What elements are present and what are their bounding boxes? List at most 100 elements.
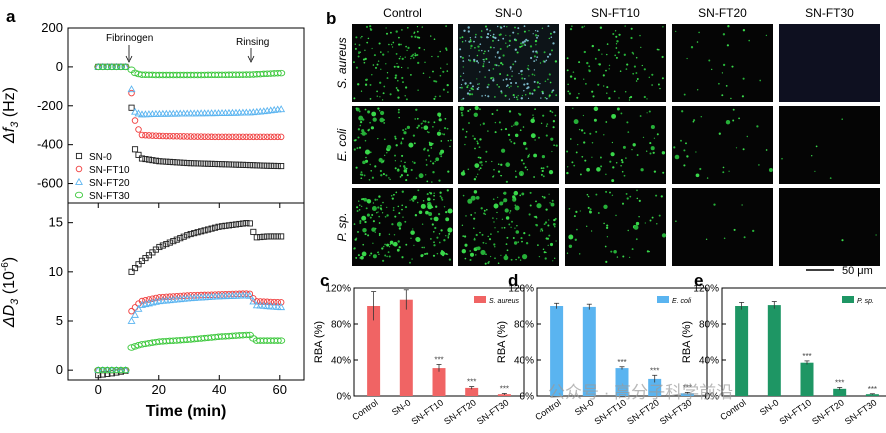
- bacteria-dot: [518, 112, 520, 115]
- bacteria-dot: [533, 176, 535, 178]
- bacteria-dot: [386, 255, 388, 258]
- bacteria-dot: [497, 230, 499, 233]
- bacteria-dot: [520, 97, 523, 100]
- bacteria-dot: [394, 160, 397, 162]
- bacteria-dot: [477, 142, 479, 144]
- bacteria-dot: [382, 245, 385, 248]
- bacteria-dot: [708, 59, 711, 62]
- legend-label: S. aureus: [489, 298, 519, 305]
- bacteria-dot: [617, 51, 620, 54]
- data-point: [250, 228, 257, 235]
- bacteria-dot: [464, 40, 467, 42]
- bacteria-dot: [631, 248, 634, 251]
- bacteria-dot: [675, 220, 677, 223]
- bacteria-dot: [502, 79, 505, 81]
- bacteria-dot: [497, 39, 500, 42]
- bacteria-dot: [503, 226, 506, 229]
- bacteria-dot: [417, 189, 420, 192]
- data-point: [152, 157, 159, 164]
- bacteria-dot: [356, 206, 359, 209]
- bacteria-dot: [533, 89, 536, 92]
- bacteria-dot: [512, 195, 516, 199]
- bacteria-dot: [404, 86, 408, 89]
- bacteria-dot: [392, 194, 395, 196]
- bacteria-dot: [721, 94, 724, 97]
- bacteria-dot: [479, 138, 482, 141]
- bacteria-dot: [536, 203, 542, 209]
- bacteria-dot: [521, 240, 523, 243]
- bacteria-dot: [493, 203, 499, 209]
- bacteria-dot: [742, 77, 745, 80]
- bacteria-dot: [412, 53, 414, 56]
- bacteria-dot: [386, 144, 392, 150]
- bacteria-dot: [636, 78, 639, 80]
- data-point: [215, 223, 222, 230]
- data-point: [131, 107, 139, 115]
- bacteria-dot: [430, 147, 433, 149]
- bacteria-dot: [514, 48, 517, 51]
- bacteria-dot: [475, 176, 477, 178]
- bacteria-dot: [699, 167, 702, 171]
- data-point: [229, 221, 236, 228]
- bacteria-dot: [489, 255, 492, 258]
- data-point: [239, 161, 246, 168]
- bacteria-dot: [410, 57, 412, 60]
- bacteria-dot: [630, 95, 633, 99]
- bacteria-dot: [662, 25, 664, 28]
- bacteria-dot: [523, 232, 526, 235]
- bacteria-dot: [386, 206, 388, 209]
- data-point: [159, 132, 167, 140]
- data-point: [257, 233, 264, 241]
- bacteria-dot: [509, 78, 511, 81]
- data-point: [166, 239, 173, 246]
- bacteria-dot: [475, 254, 477, 256]
- bacteria-dot: [382, 53, 385, 56]
- bacteria-dot: [661, 55, 664, 59]
- tile-background: [458, 106, 559, 184]
- bacteria-dot: [608, 64, 611, 67]
- bacteria-dot: [727, 25, 730, 28]
- bacteria-dot: [398, 36, 400, 39]
- micrograph-tile: [565, 106, 666, 184]
- bacteria-dot: [506, 26, 508, 28]
- bacteria-dot: [388, 233, 391, 236]
- bacteria-dot: [433, 241, 435, 244]
- bacteria-dot: [615, 43, 618, 45]
- bacteria-dot: [649, 142, 652, 145]
- bacteria-dot: [421, 223, 424, 225]
- bar-sn-ft10: [800, 362, 814, 396]
- bacteria-dot: [509, 139, 511, 141]
- bacteria-dot: [527, 39, 529, 42]
- bacteria-dot: [722, 171, 725, 174]
- bacteria-dot: [674, 154, 680, 160]
- bacteria-dot: [500, 61, 503, 65]
- bacteria-dot: [432, 125, 434, 128]
- bacteria-dot: [474, 47, 476, 49]
- bacteria-dot: [748, 39, 750, 42]
- data-point: [156, 132, 163, 140]
- data-point: [152, 294, 160, 302]
- bacteria-dot: [479, 167, 482, 170]
- bar-sn-ft30: [865, 394, 879, 396]
- bacteria-dot: [417, 89, 419, 92]
- bacteria-dot: [535, 59, 538, 61]
- bacteria-dot: [443, 239, 446, 242]
- bacteria-dot: [438, 118, 442, 122]
- bacteria-dot: [386, 72, 389, 74]
- bacteria-dot: [485, 242, 487, 245]
- bacteria-dot: [591, 44, 594, 48]
- bacteria-dot: [410, 35, 413, 38]
- bacteria-dot: [385, 32, 389, 35]
- x-tick-label: Control: [350, 397, 380, 422]
- bacteria-dot: [355, 237, 358, 240]
- bacteria-dot: [412, 57, 415, 59]
- bar-sn-ft20: [833, 388, 847, 396]
- bacteria-dot: [361, 35, 363, 38]
- bacteria-dot: [732, 108, 735, 111]
- bacteria-dot: [536, 30, 539, 32]
- data-point: [128, 307, 135, 315]
- bacteria-dot: [549, 202, 551, 204]
- bacteria-dot: [481, 95, 483, 97]
- bacteria-dot: [410, 74, 412, 76]
- bacteria-dot: [369, 151, 372, 154]
